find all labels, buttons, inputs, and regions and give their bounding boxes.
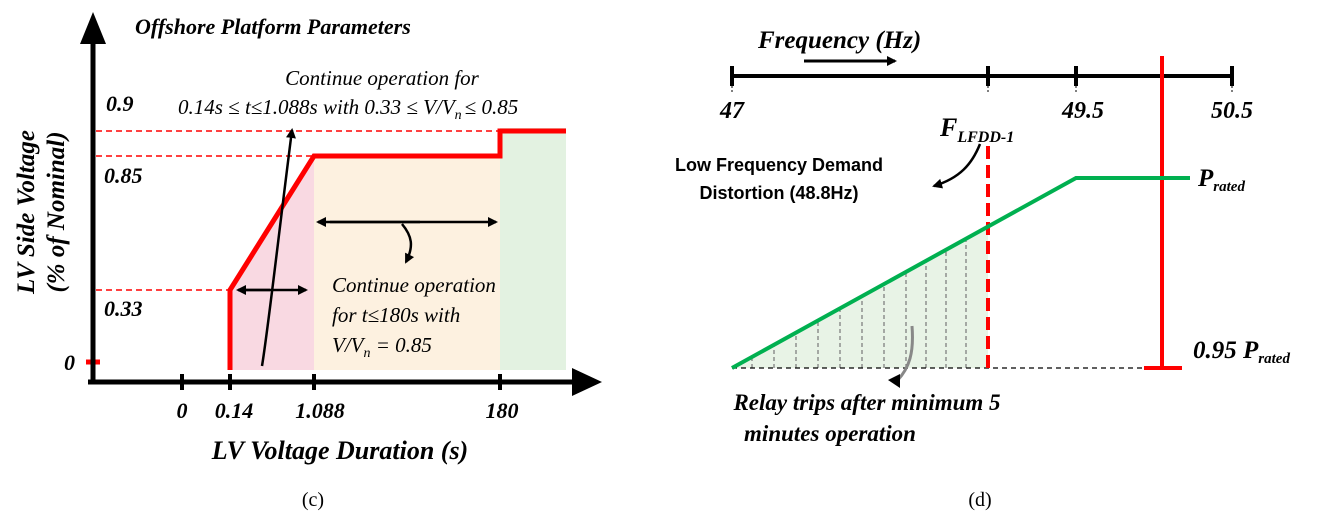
panel-c-title: Offshore Platform Parameters [135,14,411,39]
annotation-mid-line3-a: V/V [332,333,366,357]
x-tick-label-180: 180 [486,398,519,423]
lfdd-label-line2: Distortion (48.8Hz) [699,183,858,203]
freq-label-lfdd-sub: LFDD-1 [956,129,1014,146]
annotation-top-line2-main: 0.14s ≤ t≤1.088s with 0.33 ≤ V/V [178,95,457,119]
panel-c: Offshore Platform Parameters 0.9 0.85 0.… [13,12,602,511]
p-rated-sub: rated [1213,179,1245,195]
annotation-mid-line2: for t≤180s with [332,303,460,327]
caption-d: (d) [968,489,991,511]
y-tick-label-0-33: 0.33 [104,296,143,321]
annotation-top-tail: ≤ 0.85 [465,95,519,119]
annotation-top-line2: 0.14s ≤ t≤1.088s with 0.33 ≤ V/Vn ≤ 0.85 [178,95,518,123]
panel-c-ylabel: LV Side Voltage (% of Nominal) [13,130,70,295]
x-tick-label-1-088: 1.088 [295,398,345,423]
region-pink [230,156,314,370]
y-axis-arrow [80,12,106,44]
relay-arrow-head [888,374,900,388]
frequency-axis-title: Frequency (Hz) [757,27,921,54]
power-ramp-curve [731,176,1190,370]
p-rated-label: Prated [1197,165,1245,195]
freq-label-lfdd-main: F [939,113,957,142]
y-tick-label-0-9: 0.9 [106,91,134,116]
panel-c-ylabel-line2: (% of Nominal) [43,131,70,292]
caption-c: (c) [302,489,324,511]
voltage-profile-curve [227,128,566,370]
p-min-label: 0.95 Prated [1193,337,1290,367]
x-axis-arrow [572,368,602,396]
annotation-top-sub: n [455,108,462,123]
y-tick-label-0-85: 0.85 [104,163,143,188]
annotation-mid-line3-b: = 0.85 [371,333,432,357]
caption-c-text: (c) [302,489,324,511]
region-green [500,128,566,370]
freq-label-49-5: 49.5 [1061,98,1104,124]
lfdd-label-line1: Low Frequency Demand [675,155,883,175]
x-tick-label-0: 0 [177,398,188,423]
y-tick-label-0: 0 [64,350,75,375]
panel-c-xlabel: LV Voltage Duration (s) [211,436,468,465]
p-rated-main: P [1197,165,1214,192]
p-min-main: 0.95 P [1193,337,1259,364]
p-min-sub: rated [1258,351,1290,367]
freq-label-47: 47 [719,98,745,124]
freq-label-50-5: 50.5 [1211,98,1253,124]
annotation-mid-line3: V/Vn = 0.85 [332,333,432,361]
mid-annotation-pointer [401,223,415,264]
annotation-top-pointer-arrow [260,128,296,367]
hatch-lines [751,237,967,368]
panel-d: Frequency (Hz) 47 49.5 50.5 FLFDD-1 Low … [675,27,1290,511]
caption-d-text: (d) [968,489,991,511]
relay-label-line2: minutes operation [744,421,916,446]
lfdd-pointer-arrow [932,143,982,189]
freq-label-lfdd: FLFDD-1 [939,113,1014,146]
relay-label-line1: Relay trips after minimum 5 [732,390,1000,415]
annotation-top-line1: Continue operation for [285,66,479,90]
x-tick-label-0-14: 0.14 [215,398,254,423]
panel-c-ylabel-line1: LV Side Voltage [13,130,40,295]
annotation-mid-line1: Continue operation [332,273,496,297]
annotation-mid-line3-sub: n [364,346,371,361]
